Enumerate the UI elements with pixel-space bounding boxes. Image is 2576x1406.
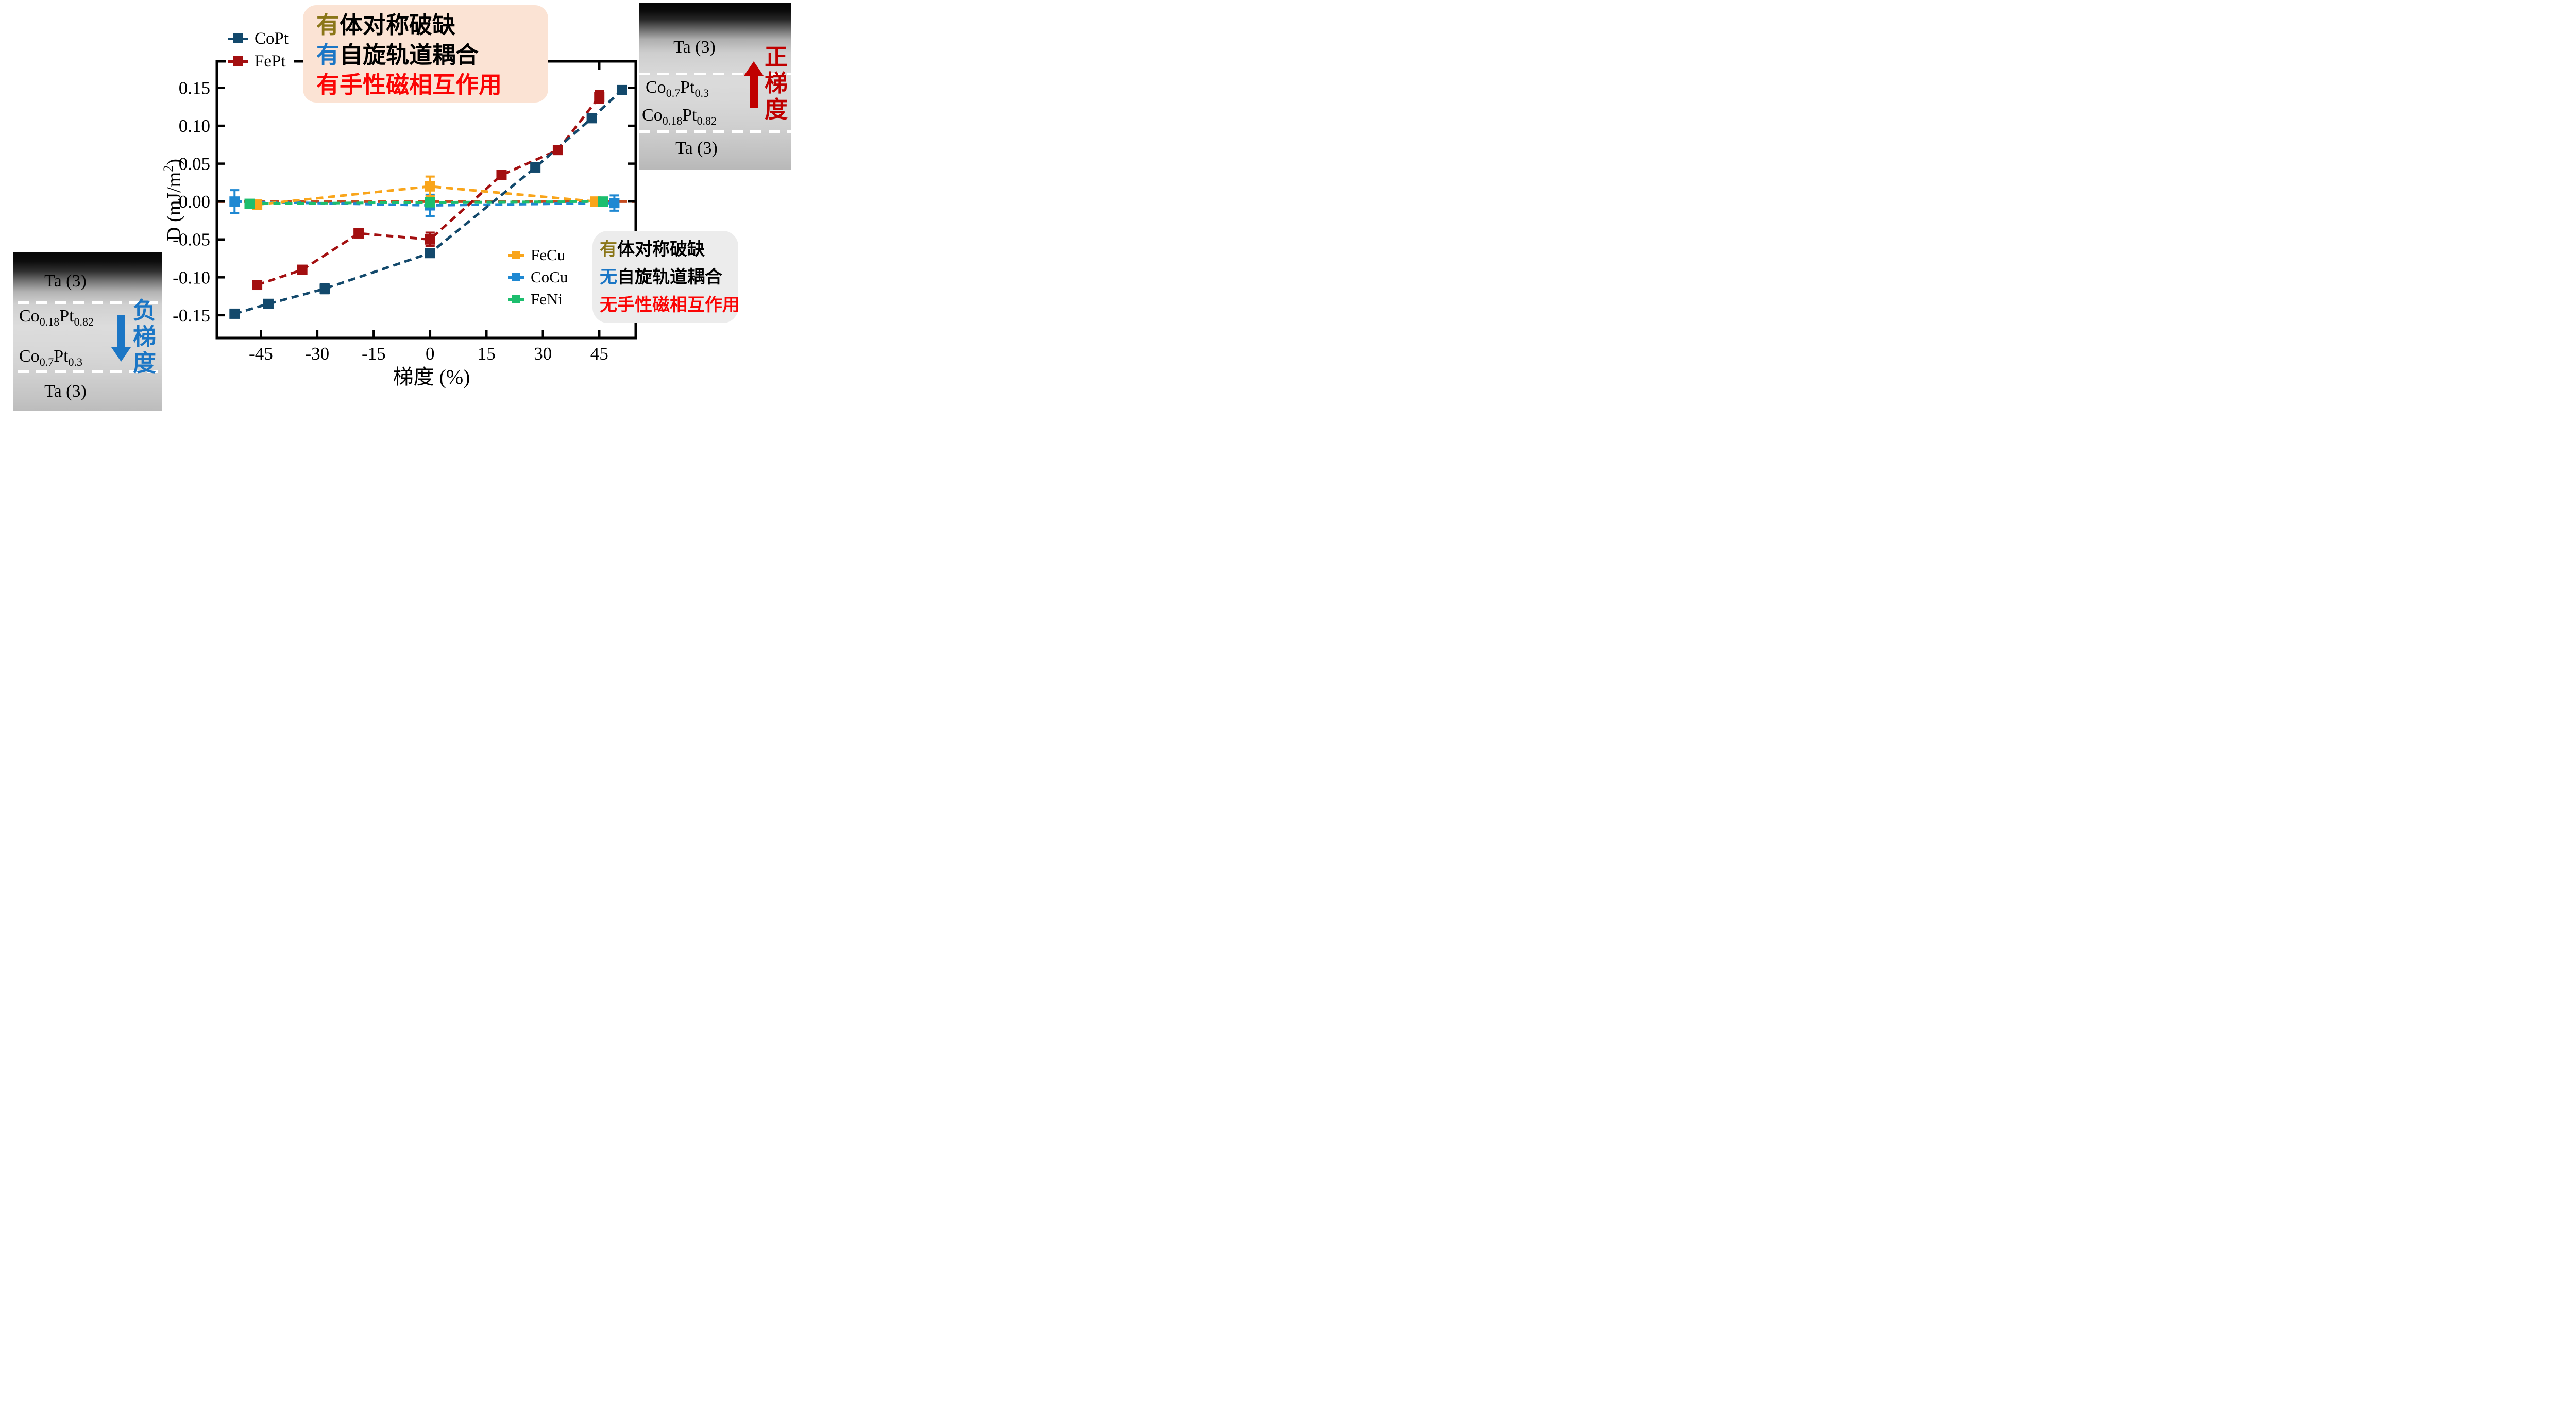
positive-gradient-stack-image: Ta (3) Co0.7Pt0.3 Co0.18Pt0.82 Ta (3) 正 …: [639, 3, 791, 170]
data-point-FePt: [594, 92, 605, 103]
layer-label-co07pt03: Co0.7Pt0.3: [19, 347, 83, 368]
data-point-FePt: [496, 170, 507, 180]
annotation-line: 有体对称破缺: [316, 10, 548, 40]
legend-label-fept: FePt: [255, 52, 286, 71]
series-points-FeNi: [244, 196, 608, 209]
annotation-line: 有体对称破缺: [600, 235, 738, 263]
condition-text: 手性磁相互作用: [340, 71, 502, 98]
data-point-FePt: [552, 145, 563, 156]
gradient-down-arrow-icon: [111, 315, 131, 362]
legend-label-copt: CoPt: [255, 29, 289, 48]
legend-main: CoPt FePt: [226, 28, 294, 72]
legend-label-cocu: CoCu: [531, 268, 568, 286]
cocu-marker-icon: [508, 273, 524, 282]
data-point-FeNi: [244, 198, 255, 209]
y-axis-label: D (mJ/m2): [161, 159, 185, 241]
feni-marker-icon: [508, 295, 524, 304]
y-tick-label: 0.00: [179, 192, 210, 212]
condition-text: 手性磁相互作用: [617, 295, 740, 315]
data-point-FeNi: [598, 196, 608, 207]
x-axis-label: 梯度 (%): [393, 365, 470, 388]
condition-prefix: 有: [316, 71, 340, 98]
interface-dashed-line: [18, 301, 158, 304]
legend-secondary: FeCu CoCu FeNi: [508, 246, 568, 308]
legend-item-fept: FePt: [228, 52, 289, 71]
y-tick-label: 0.15: [179, 78, 210, 98]
layer-label-ta-top: Ta (3): [44, 272, 87, 291]
x-tick-label: -45: [249, 344, 273, 364]
annotation-line: 无自旋轨道耦合: [600, 263, 738, 291]
y-tick-label: -0.10: [173, 267, 210, 287]
condition-prefix: 有: [600, 239, 617, 260]
annotation-box-negative-conditions: 有体对称破缺 无自旋轨道耦合 无手性磁相互作用: [592, 231, 740, 323]
negative-gradient-label: 负 梯 度: [133, 297, 157, 377]
data-point-FePt: [252, 280, 263, 291]
data-point-FeNi: [425, 197, 435, 208]
data-point-CoCu: [609, 198, 620, 209]
legend-item-feni: FeNi: [508, 291, 568, 308]
legend-item-copt: CoPt: [228, 29, 289, 48]
x-tick-label: -30: [306, 344, 330, 364]
y-tick-label: -0.15: [173, 306, 210, 326]
condition-text: 自旋轨道耦合: [340, 41, 479, 69]
interface-dashed-line: [18, 370, 158, 373]
x-tick-label: 0: [426, 344, 435, 364]
positive-gradient-label: 正 梯 度: [765, 43, 788, 123]
layer-label-co018pt082: Co0.18Pt0.82: [19, 307, 94, 328]
data-point-FePt: [425, 234, 435, 245]
layer-label-ta-bottom: Ta (3): [44, 382, 87, 401]
condition-text: 自旋轨道耦合: [617, 267, 722, 287]
condition-text: 体对称破缺: [617, 239, 705, 260]
condition-prefix: 无: [600, 295, 617, 315]
data-point-FePt: [353, 228, 364, 239]
annotation-line: 有手性磁相互作用: [316, 70, 548, 100]
condition-prefix: 有: [316, 11, 340, 39]
x-tick-label: -15: [362, 344, 386, 364]
dmi-vs-gradient-chart: -45 -30 -15 0 15 30 45 0.15 0.10 0.05 0.00 -0.05 -0.…: [161, 60, 637, 388]
data-point-CoPt: [616, 84, 627, 95]
layer-label-ta-bottom: Ta (3): [675, 139, 718, 158]
x-tick-label: 45: [590, 344, 608, 364]
layer-label-co018pt082: Co0.18Pt0.82: [642, 106, 717, 127]
negative-gradient-stack-image: Ta (3) Co0.18Pt0.82 Co0.7Pt0.3 Ta (3) 负 …: [13, 252, 162, 411]
legend-item-fecu: FeCu: [508, 246, 568, 264]
interface-dashed-line: [639, 130, 791, 133]
fecu-marker-icon: [508, 250, 524, 260]
legend-label-feni: FeNi: [531, 290, 563, 308]
interface-dashed-line: [639, 73, 791, 75]
data-point-CoPt: [263, 298, 274, 309]
x-tick-label: 15: [478, 344, 496, 364]
data-point-CoPt: [530, 162, 541, 173]
legend-item-cocu: CoCu: [508, 268, 568, 286]
series-points-CoCu: [229, 189, 620, 217]
data-point-CoPt: [229, 308, 240, 319]
series-points-FePt: [252, 90, 605, 291]
y-tick-label: -0.05: [173, 230, 210, 250]
layer-label-co07pt03: Co0.7Pt0.3: [646, 78, 709, 99]
x-tick-label: 30: [534, 344, 552, 364]
data-point-CoPt: [586, 113, 597, 124]
annotation-box-positive-conditions: 有体对称破缺 有自旋轨道耦合 有手性磁相互作用: [303, 5, 548, 103]
annotation-line: 无手性磁相互作用: [600, 291, 740, 319]
copt-marker-icon: [228, 33, 248, 44]
legend-label-fecu: FeCu: [531, 246, 566, 264]
data-point-FePt: [297, 264, 308, 275]
y-tick-label: 0.10: [179, 116, 210, 136]
y-tick-label: 0.05: [179, 154, 210, 174]
fept-marker-icon: [228, 56, 248, 66]
series-line-FeCu: [257, 185, 596, 206]
annotation-line: 有自旋轨道耦合: [316, 40, 548, 70]
data-point-CoPt: [425, 248, 435, 259]
condition-prefix: 有: [316, 41, 340, 69]
figure-canvas: -45 -30 -15 0 15 30 45 0.15 0.10 0.05 0.00 -0.05 -0.…: [0, 0, 791, 420]
series-points-CoPt: [229, 84, 627, 319]
data-point-CoPt: [319, 283, 330, 294]
condition-prefix: 无: [600, 267, 617, 287]
layer-label-ta-top: Ta (3): [673, 38, 716, 57]
gradient-up-arrow-icon: [744, 61, 764, 108]
data-point-FeCu: [425, 181, 435, 192]
condition-text: 体对称破缺: [340, 11, 456, 39]
data-point-CoCu: [229, 196, 240, 207]
